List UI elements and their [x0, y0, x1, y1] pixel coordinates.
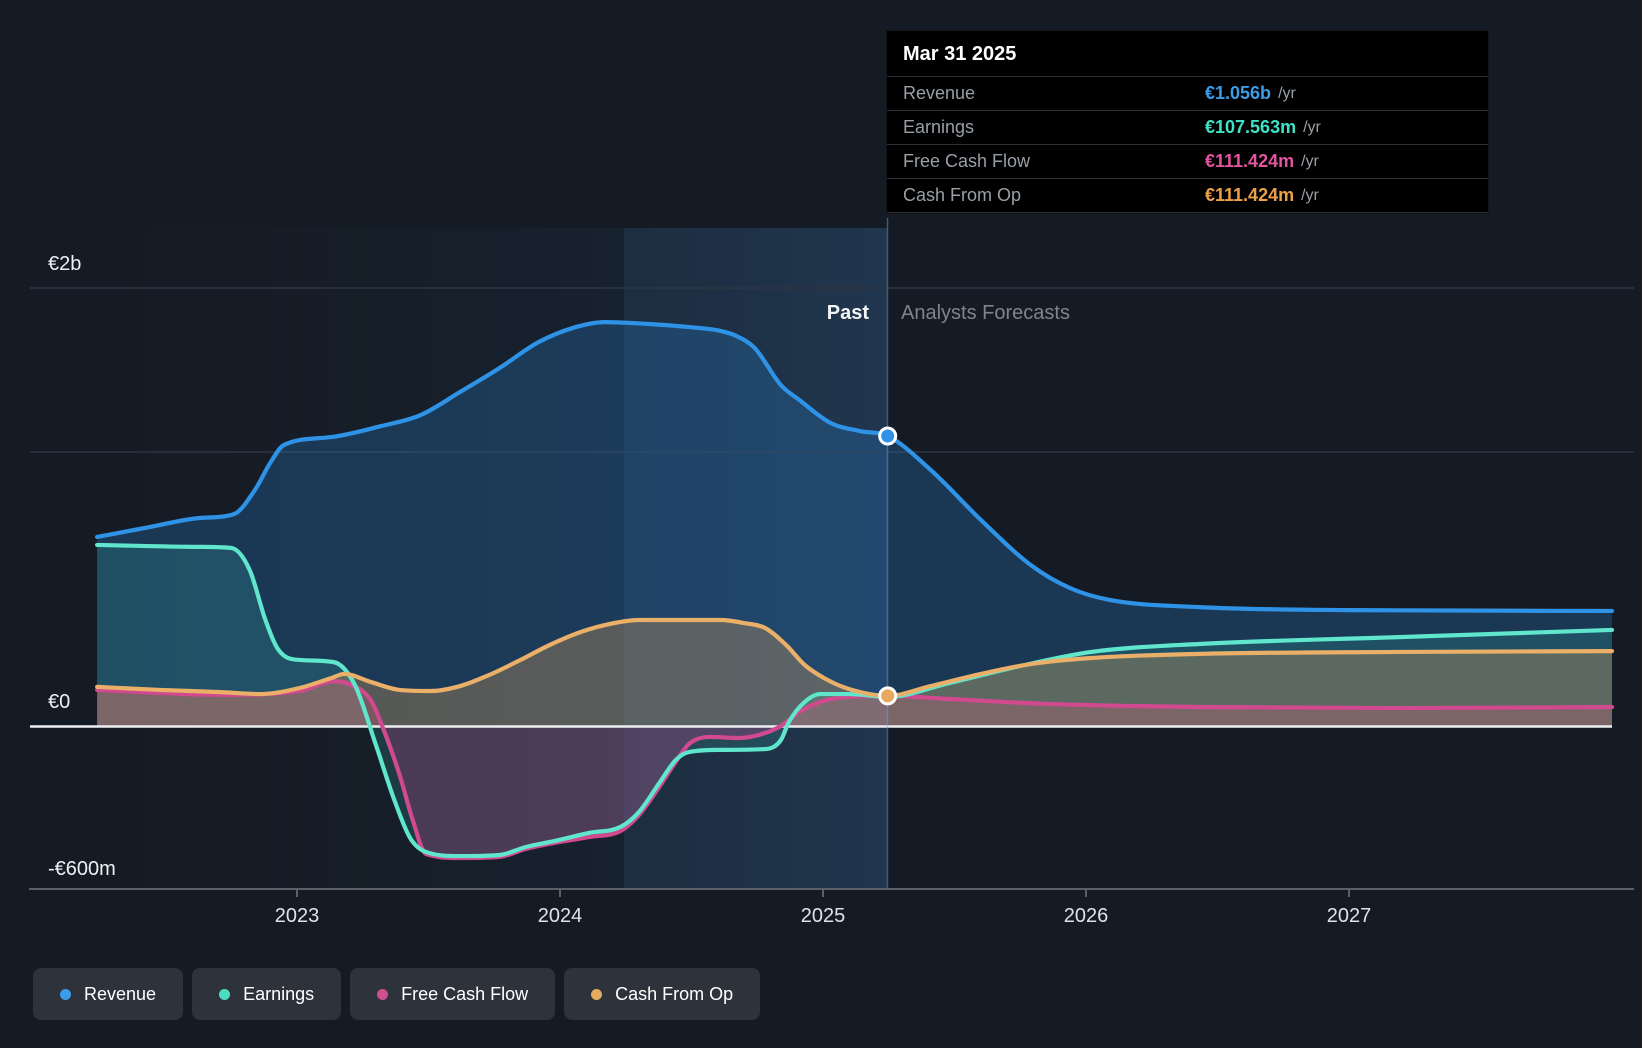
legend-label: Earnings [243, 983, 315, 1004]
tooltip-row: Earnings €107.563m/yr [887, 110, 1488, 144]
analysts-forecasts-label: Analysts Forecasts [901, 302, 1070, 324]
legend-button-revenue[interactable]: Revenue [33, 968, 184, 1020]
tooltip-row-value: €111.424m [1205, 185, 1295, 205]
y-axis-labels: €2b €0 -€600m [48, 253, 116, 880]
x-label-2023: 2023 [275, 905, 320, 927]
legend-label: Cash From Op [615, 983, 734, 1004]
line-revenue [95, 320, 1615, 614]
past-region-shade [97, 228, 887, 889]
legend-label: Free Cash Flow [401, 983, 529, 1004]
legend-button-free-cash-flow[interactable]: Free Cash Flow [350, 968, 556, 1020]
x-label-2027: 2027 [1327, 905, 1372, 927]
area-revenue [97, 322, 1613, 727]
past-label: Past [827, 302, 870, 324]
tooltip-date: Mar 31 2025 [903, 43, 1017, 65]
legend-button-earnings[interactable]: Earnings [192, 968, 342, 1020]
legend-color-dot [591, 988, 603, 1000]
y-label-1: €0 [48, 691, 70, 713]
tooltip-row: Revenue €1.056b/yr [887, 76, 1488, 110]
legend-color-dot [377, 988, 389, 1000]
area-earnings [97, 544, 1613, 857]
legend-label: Revenue [84, 983, 157, 1004]
legend-color-dot [219, 988, 231, 1000]
tooltip-row-label: Earnings [903, 117, 975, 137]
x-label-2024: 2024 [538, 905, 583, 927]
gridlines [30, 287, 1634, 453]
tooltip-row-suffix: /yr [1278, 84, 1296, 102]
tooltip-row-value: €107.563m [1205, 117, 1297, 137]
y-label-0: €2b [48, 253, 81, 275]
legend-button-cash-from-op[interactable]: Cash From Op [564, 968, 761, 1020]
tooltip: Mar 31 2025 Revenue €1.056b/yr Earnings €10… [886, 30, 1489, 214]
x-axis-ticks [296, 889, 1350, 897]
series-lines [95, 320, 1615, 861]
x-axis-labels: 2023 2024 2025 2026 2027 [275, 905, 1372, 927]
tooltip-row: Cash From Op €111.424m/yr [887, 178, 1488, 213]
line-free-cash-flow [95, 679, 1615, 861]
marker-revenue [878, 426, 898, 446]
tooltip-row-suffix: /yr [1301, 186, 1319, 204]
tooltip-row-suffix: /yr [1303, 118, 1321, 136]
tooltip-row: Free Cash Flow €111.424m/yr [887, 144, 1488, 178]
area-cash-from-op [97, 620, 1613, 727]
tooltip-row-value: €111.424m [1205, 151, 1295, 171]
tooltip-row-suffix: /yr [1301, 152, 1319, 170]
last-fiscal-year-band [624, 228, 887, 889]
hover-markers [878, 426, 898, 706]
y-label-2: -€600m [48, 858, 116, 880]
legend: Revenue Earnings Free Cash Flow Cash From O… [33, 968, 761, 1020]
tooltip-row-label: Free Cash Flow [903, 151, 1031, 171]
tooltip-row-label: Revenue [903, 83, 976, 103]
tooltip-row-value: €1.056b [1205, 83, 1272, 103]
x-label-2026: 2026 [1064, 905, 1109, 927]
line-cash-from-op [95, 617, 1615, 698]
legend-color-dot [60, 988, 71, 1000]
tooltip-row-label: Cash From Op [903, 185, 1022, 205]
x-label-2025: 2025 [801, 905, 846, 927]
marker-cash-from-op [878, 686, 898, 706]
